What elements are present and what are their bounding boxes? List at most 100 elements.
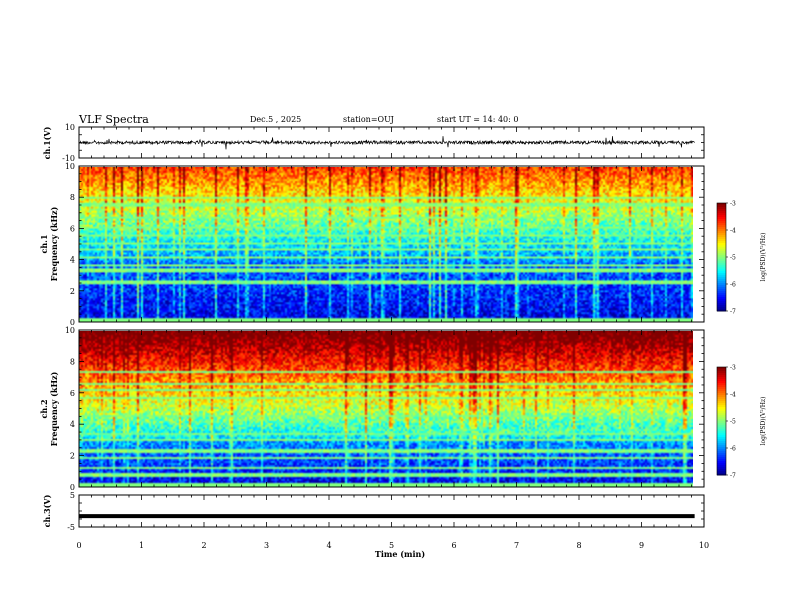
colorbar-swatch [717,265,726,268]
colorbar-swatch [717,267,726,270]
colorbar-swatch [717,413,726,416]
colorbar-swatch [717,209,726,212]
colorbar-swatch [717,383,726,386]
colorbar-swatch [717,249,726,252]
colorbar-swatch [717,459,726,462]
colorbar-swatch [717,367,726,370]
colorbar-swatch [717,259,726,262]
ch2-spectrogram-panel: 0 2 4 6 8 10 [65,326,705,492]
ch2-colorbar-label: log(PSD)(V²/Hz) [760,397,767,446]
y-tick-label: 8 [70,357,75,366]
colorbar-tick-label: -4 [730,228,736,235]
colorbar-swatch [717,371,726,374]
colorbar-swatch [717,389,726,392]
colorbar-swatch [717,301,726,304]
colorbar-swatch [717,465,726,468]
y-tick-label: -10 [62,154,75,163]
colorbar-swatch [717,425,726,428]
y-tick-label: 4 [70,420,75,429]
colorbar-swatch [717,451,726,454]
x-tick-label: 1 [139,541,144,550]
colorbar-swatch [717,469,726,472]
colorbar-swatch [717,211,726,214]
colorbar-swatch [717,235,726,238]
colorbar-swatch [717,229,726,232]
colorbar-swatch [717,283,726,286]
y-tick-label: 4 [70,256,75,265]
y-tick-label: 0 [70,483,75,492]
colorbar-tick-label: -7 [730,309,736,316]
colorbar-swatch [717,307,726,310]
colorbar-swatch [717,247,726,250]
colorbar-swatch [717,391,726,394]
colorbar-swatch [717,223,726,226]
y-tick-label: 6 [70,389,75,398]
colorbar-swatch [717,207,726,210]
colorbar-tick-label: -6 [730,282,736,289]
y-tick-label: 10 [65,326,75,335]
colorbar-swatch [717,255,726,258]
colorbar-swatch [717,289,726,292]
colorbar-swatch [717,403,726,406]
ch2-spec-ylabel-top: ch.2 [39,399,49,418]
x-tick-label: 9 [639,541,644,550]
colorbar-swatch [717,271,726,274]
colorbar-swatch [717,419,726,422]
colorbar-swatch [717,273,726,276]
ch2-spectrogram-image [79,331,693,487]
ch1-spectrogram-panel: 0 2 4 6 8 10 [65,162,705,327]
y-tick-label: 8 [70,193,75,202]
colorbar-tick-label: -5 [730,419,736,426]
colorbar-swatch [717,233,726,236]
colorbar-swatch [717,277,726,280]
colorbar-swatch [717,411,726,414]
colorbar-swatch [717,369,726,372]
colorbar-swatch [717,305,726,308]
colorbar-tick-label: -3 [730,365,736,372]
colorbar-swatch [717,243,726,246]
ch1-colorbar: -3 -4 -5 -6 -7 [716,201,736,316]
colorbar-swatch [717,269,726,272]
colorbar-swatch [717,431,726,434]
colorbar-swatch [717,245,726,248]
y-tick-label: -5 [67,523,75,532]
colorbar-swatch [717,279,726,282]
colorbar-swatch [717,461,726,464]
colorbar-swatch [717,239,726,242]
colorbar-swatch [717,385,726,388]
colorbar-swatch [717,217,726,220]
colorbar-swatch [717,387,726,390]
colorbar-swatch [717,473,726,476]
colorbar-swatch [717,415,726,418]
colorbar-tick-label: -5 [730,255,736,262]
start-time-label: start UT = 14: 40: 0 [437,115,518,124]
x-axis-label: Time (min) [375,549,425,559]
colorbar-swatch [717,291,726,294]
colorbar-swatch [717,393,726,396]
colorbar-swatch [717,467,726,470]
colorbar-swatch [717,281,726,284]
colorbar-swatch [717,375,726,378]
colorbar-swatch [717,251,726,254]
date-label: Dec.5 , 2025 [250,115,301,124]
y-tick-label: 10 [65,162,75,171]
colorbar-swatch [717,447,726,450]
colorbar-swatch [717,205,726,208]
colorbar-swatch [717,241,726,244]
colorbar-swatch [717,437,726,440]
ch3-level-panel: 5 -5 [67,491,705,532]
colorbar-swatch [717,237,726,240]
colorbar-swatch [717,423,726,426]
ch1-ylabel: ch.1(V) [42,126,52,159]
colorbar-swatch [717,293,726,296]
ch1-spectrogram-image [79,167,693,322]
colorbar-swatch [717,417,726,420]
colorbar-swatch [717,457,726,460]
colorbar-swatch [717,285,726,288]
colorbar-swatch [717,433,726,436]
ch2-spec-ylabel: Frequency (kHz) [49,371,59,446]
colorbar-swatch [717,441,726,444]
y-tick-label: 6 [70,224,75,233]
x-tick-label: 4 [326,541,331,550]
